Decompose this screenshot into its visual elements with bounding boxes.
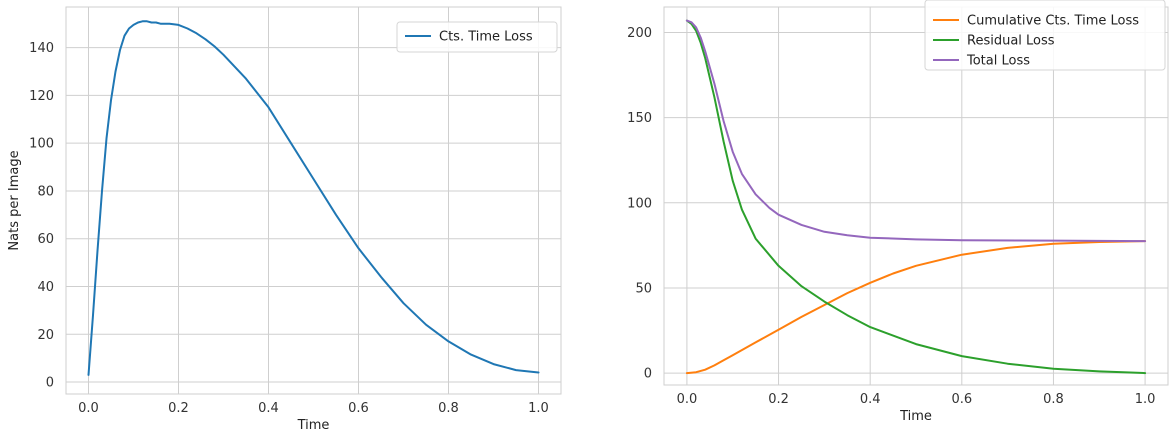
y-tick-label: 40 (37, 280, 54, 295)
series-line (685, 19, 1147, 243)
x-tick-label: 1.0 (1135, 392, 1156, 407)
x-tick-label: 0.6 (951, 392, 972, 407)
left-plot: 0.0 0.2 0.4 0.6 0.8 1.0 0 20 40 60 80 100 120 140 Time… (7, 6, 562, 433)
y-tick-label: 50 (635, 281, 652, 296)
x-tick-label: 0.4 (860, 392, 881, 407)
x-tick-label: 0.8 (438, 401, 459, 416)
y-tick-label: 100 (627, 196, 652, 211)
y-tick-label: 20 (37, 328, 54, 343)
legend-box (396, 21, 558, 53)
x-tick-label: 1.0 (528, 401, 549, 416)
y-tick-label: 0 (644, 367, 652, 382)
x-tick-label: 0.0 (78, 401, 99, 416)
legend-label: Cts. Time Loss (439, 30, 533, 45)
y-tick-label: 0 (46, 376, 54, 391)
right-plot: 0.0 0.2 0.4 0.6 0.8 1.0 0 50 100 150 200 Time Cumula… (627, 0, 1169, 424)
y-tick-label: 150 (627, 111, 652, 126)
y-tick-label: 100 (29, 137, 54, 152)
y-tick-label: 60 (37, 232, 54, 247)
x-axis-label: Time (899, 409, 932, 424)
y-tick-label: 80 (37, 184, 54, 199)
x-axis-label: Time (297, 418, 330, 433)
x-tick-label: 0.6 (348, 401, 369, 416)
legend-label: Cumulative Cts. Time Loss (967, 14, 1139, 29)
series-line (685, 19, 1147, 375)
legend-label: Total Loss (966, 54, 1030, 69)
y-axis-label: Nats per Image (7, 150, 22, 250)
series-line (685, 240, 1147, 375)
series-line (87, 20, 540, 376)
plot-frame (65, 6, 562, 395)
x-tick-label: 0.4 (258, 401, 279, 416)
x-tick-label: 0.8 (1043, 392, 1064, 407)
legend-label: Residual Loss (967, 34, 1055, 49)
x-tick-label: 0.0 (677, 392, 698, 407)
y-tick-label: 200 (627, 26, 652, 41)
legend-box (924, 0, 1166, 71)
y-tick-label: 140 (29, 41, 54, 56)
x-tick-label: 0.2 (768, 392, 789, 407)
x-tick-label: 0.2 (168, 401, 189, 416)
y-tick-label: 120 (29, 89, 54, 104)
plot-frame (663, 6, 1169, 386)
